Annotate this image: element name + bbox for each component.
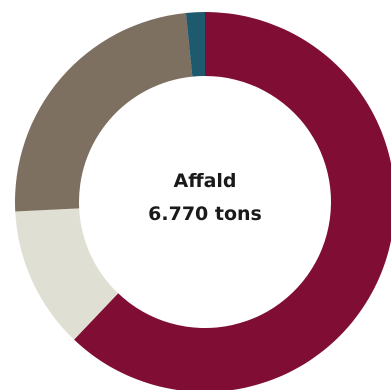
donut-slice-2 (15, 208, 119, 340)
center-title: Affald (173, 170, 237, 192)
donut-slice-3 (14, 12, 193, 212)
donut-slice-4 (185, 12, 205, 77)
center-value: 6.770 tons (148, 203, 262, 225)
donut-slice-1 (74, 12, 391, 390)
center-label: Affald 6.770 tons (0, 165, 391, 231)
